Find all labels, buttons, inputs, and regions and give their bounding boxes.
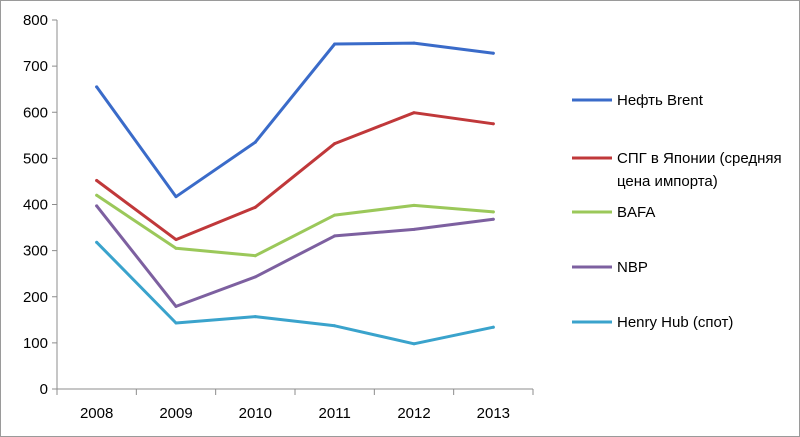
legend: Нефть Brent СПГ в Японии (средняя цена имп… [572, 92, 782, 331]
legend-label: BAFA [617, 204, 655, 221]
legend-label: Henry Hub (спот) [617, 314, 733, 331]
y-tick-label: 200 [23, 289, 48, 306]
data-point [174, 304, 178, 308]
data-point [95, 240, 99, 244]
y-tick-label: 300 [23, 243, 48, 260]
x-tick-label: 2012 [397, 405, 430, 422]
data-point [491, 51, 495, 55]
y-tick-label: 0 [40, 381, 48, 398]
data-point [174, 238, 178, 242]
legend-label-line: СПГ в Японии (средняя [617, 150, 782, 167]
x-axis: 2008 2009 2010 2011 2012 2013 [56, 388, 534, 422]
series-2 [95, 193, 495, 258]
data-point [491, 210, 495, 214]
legend-item: Henry Hub (спот) [572, 314, 733, 331]
series-line [95, 240, 495, 346]
data-point [333, 324, 337, 328]
data-point [491, 122, 495, 126]
y-tick-label: 600 [23, 104, 48, 121]
y-tick-label: 500 [23, 150, 48, 167]
data-point [412, 342, 416, 346]
data-point [95, 204, 99, 208]
y-tick-label: 400 [23, 197, 48, 214]
x-tick-label: 2009 [159, 405, 192, 422]
series-0 [95, 41, 495, 199]
series-layer [95, 41, 495, 346]
x-tick-label: 2008 [80, 405, 113, 422]
y-tick-label: 700 [23, 58, 48, 75]
data-point [253, 315, 257, 319]
data-point [174, 246, 178, 250]
data-point [95, 85, 99, 89]
data-point [253, 275, 257, 279]
data-point [412, 41, 416, 45]
series-line [95, 111, 495, 242]
series-line [95, 204, 495, 308]
legend-label: NBP [617, 259, 648, 276]
data-point [95, 179, 99, 183]
data-point [174, 195, 178, 199]
data-point [253, 140, 257, 144]
data-point [491, 325, 495, 329]
data-point [333, 142, 337, 146]
x-tick-label: 2010 [239, 405, 272, 422]
series-1 [95, 111, 495, 242]
data-point [412, 111, 416, 115]
series-line [95, 193, 495, 258]
data-point [412, 203, 416, 207]
y-axis: 0 100 200 300 400 500 600 700 800 [23, 12, 58, 398]
x-tick-label: 2013 [477, 405, 510, 422]
data-point [333, 234, 337, 238]
data-point [333, 42, 337, 46]
legend-item: СПГ в Японии (средняя цена импорта) [572, 150, 782, 190]
legend-item: NBP [572, 259, 648, 276]
data-point [491, 217, 495, 221]
series-4 [95, 240, 495, 346]
legend-item: Нефть Brent [572, 92, 704, 109]
data-point [95, 193, 99, 197]
data-point [174, 321, 178, 325]
legend-item: BAFA [572, 204, 655, 221]
data-point [253, 254, 257, 258]
data-point [412, 227, 416, 231]
y-tick-label: 100 [23, 335, 48, 352]
legend-label-line: цена импорта) [617, 173, 718, 190]
data-point [253, 205, 257, 209]
data-point [333, 213, 337, 217]
y-tick-label: 800 [23, 12, 48, 29]
x-tick-label: 2011 [319, 405, 351, 422]
series-line [95, 41, 495, 199]
series-3 [95, 204, 495, 308]
legend-label: Нефть Brent [617, 92, 704, 109]
